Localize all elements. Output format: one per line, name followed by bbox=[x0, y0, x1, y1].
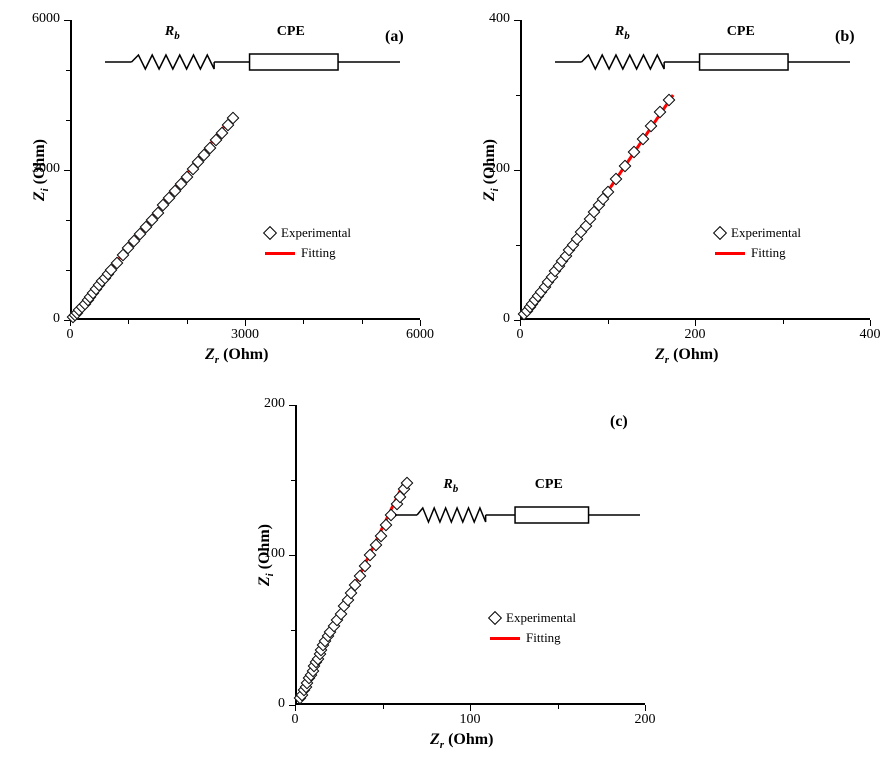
x-tick bbox=[295, 705, 296, 711]
legend-c: Experimental Fitting bbox=[490, 608, 576, 648]
legend-fitting-text: Fitting bbox=[301, 245, 336, 261]
x-tick-label: 0 bbox=[275, 712, 315, 728]
circuit-diagram bbox=[395, 495, 640, 535]
x-tick-label: 200 bbox=[625, 712, 665, 728]
circuit-rb-label: Rb bbox=[165, 24, 180, 42]
x-tick bbox=[520, 320, 521, 326]
x-tick-label: 3000 bbox=[225, 327, 265, 343]
x-tick-label: 400 bbox=[850, 327, 886, 343]
legend-experimental-text: Experimental bbox=[731, 225, 801, 241]
y-tick-label: 0 bbox=[503, 311, 510, 327]
x-axis-label: Zr (Ohm) bbox=[655, 346, 718, 366]
x-tick bbox=[470, 705, 471, 711]
y-tick-label: 400 bbox=[489, 11, 510, 27]
x-tick-label: 200 bbox=[675, 327, 715, 343]
x-tick-label: 0 bbox=[500, 327, 540, 343]
figure-root: 030006000030006000Zr (Ohm)Zi (Ohm)(a)Exp… bbox=[0, 0, 886, 770]
x-minor-tick bbox=[128, 320, 129, 324]
legend-diamond-icon bbox=[713, 226, 727, 240]
legend-b: Experimental Fitting bbox=[715, 223, 801, 263]
x-tick bbox=[870, 320, 871, 326]
x-tick bbox=[695, 320, 696, 326]
y-axis-label: Zi (Ohm) bbox=[481, 139, 501, 201]
x-tick bbox=[420, 320, 421, 326]
legend-line-icon bbox=[490, 637, 520, 640]
circuit-cpe-label: CPE bbox=[277, 24, 305, 40]
x-minor-tick bbox=[558, 705, 559, 709]
legend-experimental-text: Experimental bbox=[281, 225, 351, 241]
x-tick-label: 100 bbox=[450, 712, 490, 728]
x-tick bbox=[645, 705, 646, 711]
x-minor-tick bbox=[303, 320, 304, 324]
x-minor-tick bbox=[783, 320, 784, 324]
x-axis-label: Zr (Ohm) bbox=[430, 731, 493, 751]
circuit-cpe-label: CPE bbox=[727, 24, 755, 40]
y-tick bbox=[514, 320, 520, 321]
x-axis-label: Zr (Ohm) bbox=[205, 346, 268, 366]
legend-line-icon bbox=[265, 252, 295, 255]
legend-fitting-text: Fitting bbox=[751, 245, 786, 261]
legend-line-icon bbox=[715, 252, 745, 255]
legend-a: Experimental Fitting bbox=[265, 223, 351, 263]
x-minor-tick bbox=[187, 320, 188, 324]
legend-diamond-icon bbox=[263, 226, 277, 240]
circuit-rb-label: Rb bbox=[615, 24, 630, 42]
y-tick-label: 6000 bbox=[32, 11, 60, 27]
circuit-rb-label: Rb bbox=[443, 477, 458, 495]
circuit-diagram bbox=[105, 42, 400, 82]
legend-diamond-icon bbox=[488, 611, 502, 625]
y-tick-label: 0 bbox=[53, 311, 60, 327]
x-tick-label: 6000 bbox=[400, 327, 440, 343]
y-tick bbox=[289, 705, 295, 706]
y-tick-label: 0 bbox=[278, 696, 285, 712]
y-axis-label: Zi (Ohm) bbox=[256, 524, 276, 586]
y-tick-label: 200 bbox=[264, 396, 285, 412]
circuit-cpe-label: CPE bbox=[535, 477, 563, 493]
circuit-diagram bbox=[555, 42, 850, 82]
legend-experimental-text: Experimental bbox=[506, 610, 576, 626]
y-axis-label: Zi (Ohm) bbox=[31, 139, 51, 201]
x-tick bbox=[245, 320, 246, 326]
x-minor-tick bbox=[608, 320, 609, 324]
x-tick-label: 0 bbox=[50, 327, 90, 343]
x-minor-tick bbox=[383, 705, 384, 709]
legend-fitting-text: Fitting bbox=[526, 630, 561, 646]
chart-svg-c bbox=[295, 405, 645, 705]
x-minor-tick bbox=[362, 320, 363, 324]
